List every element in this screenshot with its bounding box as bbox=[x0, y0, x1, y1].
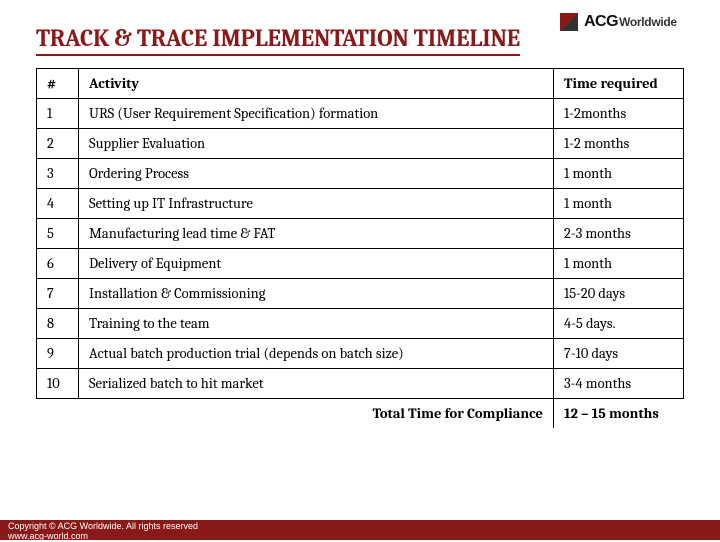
cell-activity: Installation & Commissioning bbox=[79, 279, 554, 309]
cell-activity: Supplier Evaluation bbox=[79, 129, 554, 159]
cell-activity: Serialized batch to hit market bbox=[79, 369, 554, 399]
table-row: 1URS (User Requirement Specification) fo… bbox=[37, 99, 684, 129]
table-row: 6Delivery of Equipment1 month bbox=[37, 249, 684, 279]
cell-number: 8 bbox=[37, 309, 79, 339]
page-title: TRACK & TRACE IMPLEMENTATION TIMELINE bbox=[36, 24, 520, 56]
cell-number: 10 bbox=[37, 369, 79, 399]
table-row: 2Supplier Evaluation1-2 months bbox=[37, 129, 684, 159]
timeline-table: # Activity Time required 1URS (User Requ… bbox=[36, 68, 684, 428]
cell-time: 15-20 days bbox=[554, 279, 684, 309]
cell-time: 1-2 months bbox=[554, 129, 684, 159]
cell-number: 1 bbox=[37, 99, 79, 129]
logo-worldwide: Worldwide bbox=[619, 15, 677, 29]
cell-time: 3-4 months bbox=[554, 369, 684, 399]
cell-time: 4-5 days. bbox=[554, 309, 684, 339]
cell-activity: Actual batch production trial (depends o… bbox=[79, 339, 554, 369]
cell-activity: Setting up IT Infrastructure bbox=[79, 189, 554, 219]
table-row: 4Setting up IT Infrastructure1 month bbox=[37, 189, 684, 219]
cell-number: 5 bbox=[37, 219, 79, 249]
total-label: Total Time for Compliance bbox=[37, 399, 554, 429]
cell-time: 1 month bbox=[554, 249, 684, 279]
table-header-row: # Activity Time required bbox=[37, 69, 684, 99]
cell-number: 7 bbox=[37, 279, 79, 309]
cell-time: 7-10 days bbox=[554, 339, 684, 369]
cell-time: 1-2months bbox=[554, 99, 684, 129]
table-row: 5Manufacturing lead time & FAT2-3 months bbox=[37, 219, 684, 249]
footer-url: www.acg-world.com bbox=[8, 532, 712, 542]
col-header-activity: Activity bbox=[79, 69, 554, 99]
cell-activity: URS (User Requirement Specification) for… bbox=[79, 99, 554, 129]
cell-activity: Manufacturing lead time & FAT bbox=[79, 219, 554, 249]
col-header-time: Time required bbox=[554, 69, 684, 99]
cell-time: 1 month bbox=[554, 189, 684, 219]
total-value: 12 – 15 months bbox=[554, 399, 684, 429]
cell-number: 4 bbox=[37, 189, 79, 219]
table-row: 8Training to the team4-5 days. bbox=[37, 309, 684, 339]
cell-number: 9 bbox=[37, 339, 79, 369]
logo-text: ACGWorldwide bbox=[584, 13, 677, 31]
footer-bar: Copyright © ACG Worldwide. All rights re… bbox=[0, 520, 720, 540]
table-row: 7Installation & Commissioning15-20 days bbox=[37, 279, 684, 309]
col-header-number: # bbox=[37, 69, 79, 99]
cell-time: 1 month bbox=[554, 159, 684, 189]
brand-logo: ACGWorldwide bbox=[560, 8, 710, 36]
cell-number: 2 bbox=[37, 129, 79, 159]
table-row: 3Ordering Process1 month bbox=[37, 159, 684, 189]
logo-acg: ACG bbox=[584, 13, 618, 30]
table-row: 9Actual batch production trial (depends … bbox=[37, 339, 684, 369]
footer-copyright: Copyright © ACG Worldwide. All rights re… bbox=[8, 522, 712, 532]
cell-number: 6 bbox=[37, 249, 79, 279]
logo-icon bbox=[560, 13, 578, 31]
table-row: 10Serialized batch to hit market3-4 mont… bbox=[37, 369, 684, 399]
cell-activity: Delivery of Equipment bbox=[79, 249, 554, 279]
cell-activity: Ordering Process bbox=[79, 159, 554, 189]
cell-number: 3 bbox=[37, 159, 79, 189]
total-row: Total Time for Compliance12 – 15 months bbox=[37, 399, 684, 429]
cell-time: 2-3 months bbox=[554, 219, 684, 249]
cell-activity: Training to the team bbox=[79, 309, 554, 339]
